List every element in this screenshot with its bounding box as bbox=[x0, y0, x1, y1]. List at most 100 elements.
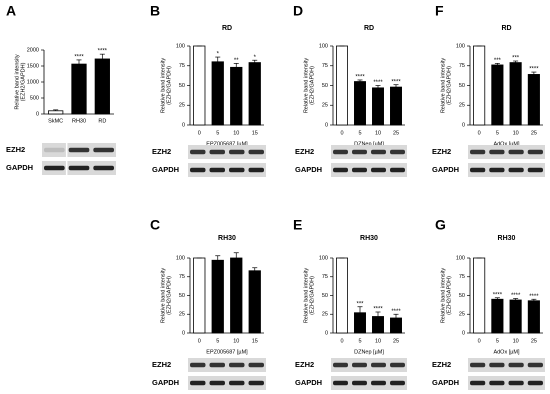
x-tick-label: 5 bbox=[496, 338, 499, 344]
blot-band bbox=[470, 380, 486, 386]
y-axis-label: Relative band intensity bbox=[160, 268, 166, 324]
y-axis-label: (EZH2/GAPDH) bbox=[166, 276, 172, 315]
y-axis-label: Relative band intensity bbox=[303, 268, 309, 324]
blot-band bbox=[333, 380, 348, 386]
blot-background bbox=[331, 358, 407, 372]
blot-band bbox=[527, 149, 543, 155]
blot-band bbox=[489, 380, 505, 386]
x-axis-label: DZNep [µM] bbox=[354, 349, 384, 355]
x-tick-label: 15 bbox=[252, 338, 258, 344]
significance-label: *** bbox=[512, 56, 520, 62]
bar bbox=[473, 257, 486, 334]
y-tick-label: 25 bbox=[322, 312, 328, 318]
blot-band bbox=[371, 362, 386, 368]
blot-label: GAPDH bbox=[6, 163, 33, 172]
blot-band bbox=[68, 165, 90, 171]
bar bbox=[527, 74, 540, 126]
x-tick-label: 0 bbox=[340, 338, 343, 344]
significance-label: **** bbox=[529, 67, 539, 73]
blot-label: EZH2 bbox=[432, 147, 451, 156]
blot-band bbox=[352, 167, 367, 173]
blot-band bbox=[527, 380, 543, 386]
blot-background bbox=[188, 145, 266, 159]
blot-band bbox=[470, 167, 486, 173]
bar bbox=[527, 300, 540, 334]
blot-band bbox=[333, 167, 348, 173]
bar bbox=[193, 257, 206, 334]
blot-band bbox=[508, 380, 524, 386]
bar bbox=[193, 45, 206, 126]
bar bbox=[509, 62, 522, 126]
y-tick-label: 0 bbox=[462, 122, 465, 128]
panel-letter: C bbox=[150, 217, 160, 233]
blot-label: GAPDH bbox=[432, 378, 459, 387]
blot-band bbox=[190, 167, 206, 173]
y-axis-label: (EZH2/GAPDH) bbox=[446, 276, 452, 315]
blot-background bbox=[331, 376, 407, 390]
x-tick-label: 0 bbox=[478, 338, 481, 344]
significance-label: **** bbox=[529, 294, 539, 300]
x-tick-label: 25 bbox=[531, 338, 537, 344]
y-tick-label: 100 bbox=[176, 43, 185, 49]
y-axis-label: Relative band intensity bbox=[160, 58, 166, 114]
bar bbox=[94, 58, 110, 115]
blot-band bbox=[352, 149, 367, 155]
blot-background bbox=[188, 163, 266, 177]
blot-background bbox=[188, 358, 266, 372]
bar bbox=[248, 270, 261, 334]
x-tick-label: 10 bbox=[375, 130, 381, 136]
x-tick-label: 10 bbox=[375, 338, 381, 344]
blot-band bbox=[390, 380, 405, 386]
blot-band bbox=[190, 380, 206, 386]
y-axis-label: Relative band intensity bbox=[303, 58, 309, 114]
bar bbox=[354, 312, 366, 334]
y-tick-label: 50 bbox=[179, 293, 185, 299]
x-tick-label: 0 bbox=[198, 338, 201, 344]
blot-background bbox=[468, 163, 545, 177]
blot-label: EZH2 bbox=[295, 360, 314, 369]
bar bbox=[71, 63, 87, 115]
x-tick-label: 0 bbox=[478, 130, 481, 136]
blot-band bbox=[470, 362, 486, 368]
blot-band bbox=[489, 167, 505, 173]
x-tick-label: 10 bbox=[233, 338, 239, 344]
bar bbox=[211, 61, 224, 126]
y-tick-label: 1000 bbox=[27, 79, 39, 85]
blot-background bbox=[331, 163, 407, 177]
y-tick-label: 100 bbox=[176, 255, 185, 261]
y-tick-label: 0 bbox=[36, 111, 39, 117]
blot-band bbox=[352, 362, 367, 368]
y-tick-label: 25 bbox=[179, 312, 185, 318]
bar bbox=[336, 257, 348, 334]
blot-band bbox=[209, 149, 225, 155]
y-tick-label: 50 bbox=[459, 293, 465, 299]
y-tick-label: 100 bbox=[456, 43, 465, 49]
x-tick-label: 10 bbox=[513, 130, 519, 136]
blot-band bbox=[229, 149, 245, 155]
y-tick-label: 1500 bbox=[27, 63, 39, 69]
bar bbox=[509, 299, 522, 334]
blot-band bbox=[371, 167, 386, 173]
blot-label: EZH2 bbox=[6, 145, 25, 154]
x-tick-label: 0 bbox=[198, 130, 201, 136]
bar bbox=[473, 45, 486, 126]
bar bbox=[230, 66, 243, 126]
blot-band bbox=[209, 167, 225, 173]
y-tick-label: 100 bbox=[319, 255, 328, 261]
bar bbox=[248, 62, 261, 126]
blot-band bbox=[44, 147, 65, 153]
blot-label: GAPDH bbox=[295, 165, 322, 174]
panel-letter: G bbox=[435, 217, 446, 233]
blot-label: GAPDH bbox=[295, 378, 322, 387]
significance-label: *** bbox=[356, 301, 364, 307]
y-tick-label: 100 bbox=[456, 255, 465, 261]
x-tick-label: 10 bbox=[233, 130, 239, 136]
y-tick-label: 75 bbox=[322, 63, 328, 69]
blot-band bbox=[390, 362, 405, 368]
panel-letter: B bbox=[150, 3, 160, 19]
significance-label: * bbox=[217, 52, 220, 58]
blot-band bbox=[371, 149, 386, 155]
blot-band bbox=[508, 149, 524, 155]
blot-band bbox=[390, 167, 405, 173]
